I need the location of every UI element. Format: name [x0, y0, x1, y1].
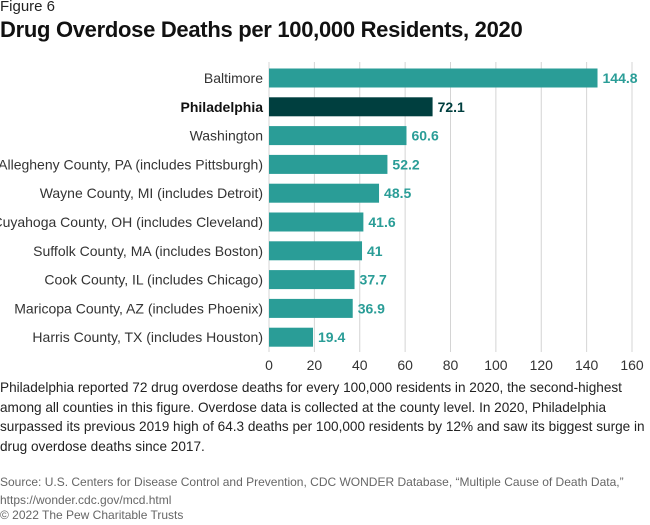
category-label: Cook County, IL (includes Chicago) — [44, 272, 263, 288]
bar — [269, 68, 598, 88]
bar — [269, 298, 353, 318]
bar — [269, 327, 314, 347]
x-tick-label: 0 — [265, 357, 273, 373]
data-label: 36.9 — [358, 300, 385, 316]
category-label: Wayne County, MI (includes Detroit) — [40, 185, 263, 201]
x-tick-label: 80 — [443, 357, 459, 373]
data-label: 60.6 — [411, 128, 438, 144]
data-label: 41 — [367, 243, 383, 259]
bar — [269, 212, 364, 232]
x-tick-label: 60 — [397, 357, 413, 373]
category-label: Allegheny County, PA (includes Pittsburg… — [0, 156, 263, 172]
data-label: 72.1 — [438, 99, 465, 115]
data-label: 48.5 — [384, 185, 411, 201]
x-tick-label: 100 — [484, 357, 508, 373]
data-label: 37.7 — [360, 272, 387, 288]
category-label: Maricopa County, AZ (includes Phoenix) — [14, 300, 263, 316]
data-label: 144.8 — [603, 70, 638, 86]
category-label: Philadelphia — [181, 99, 264, 115]
x-tick-label: 40 — [352, 357, 368, 373]
bar — [269, 241, 363, 261]
bar-chart: 0 20 40 60 80 100 120 140 160 Baltimore 144.8 Phila… — [0, 62, 644, 373]
figure-label: Figure 6 — [0, 0, 56, 15]
x-tick-label: 160 — [620, 357, 644, 373]
source-text: Source: U.S. Centers for Disease Control… — [0, 475, 624, 507]
chart-title: Drug Overdose Deaths per 100,000 Residen… — [0, 17, 523, 42]
category-label: Baltimore — [204, 70, 263, 86]
bar — [269, 183, 380, 203]
x-tick-label: 140 — [575, 357, 599, 373]
category-label: Washington — [190, 128, 263, 144]
category-label: Suffolk County, MA (includes Boston) — [33, 243, 263, 259]
category-label: Cuyahoga County, OH (includes Cleveland) — [0, 214, 263, 230]
x-tick-label: 120 — [530, 357, 554, 373]
data-label: 52.2 — [392, 156, 419, 172]
bar — [269, 126, 407, 146]
x-tick-label: 20 — [307, 357, 323, 373]
data-label: 19.4 — [318, 329, 345, 345]
copyright: © 2022 The Pew Charitable Trusts — [0, 508, 184, 522]
chart-note: Philadelphia reported 72 drug overdose d… — [0, 380, 645, 454]
bar — [269, 154, 388, 174]
bar — [269, 270, 355, 290]
data-label: 41.6 — [368, 214, 395, 230]
category-label: Harris County, TX (includes Houston) — [32, 329, 263, 345]
bar — [269, 97, 433, 117]
